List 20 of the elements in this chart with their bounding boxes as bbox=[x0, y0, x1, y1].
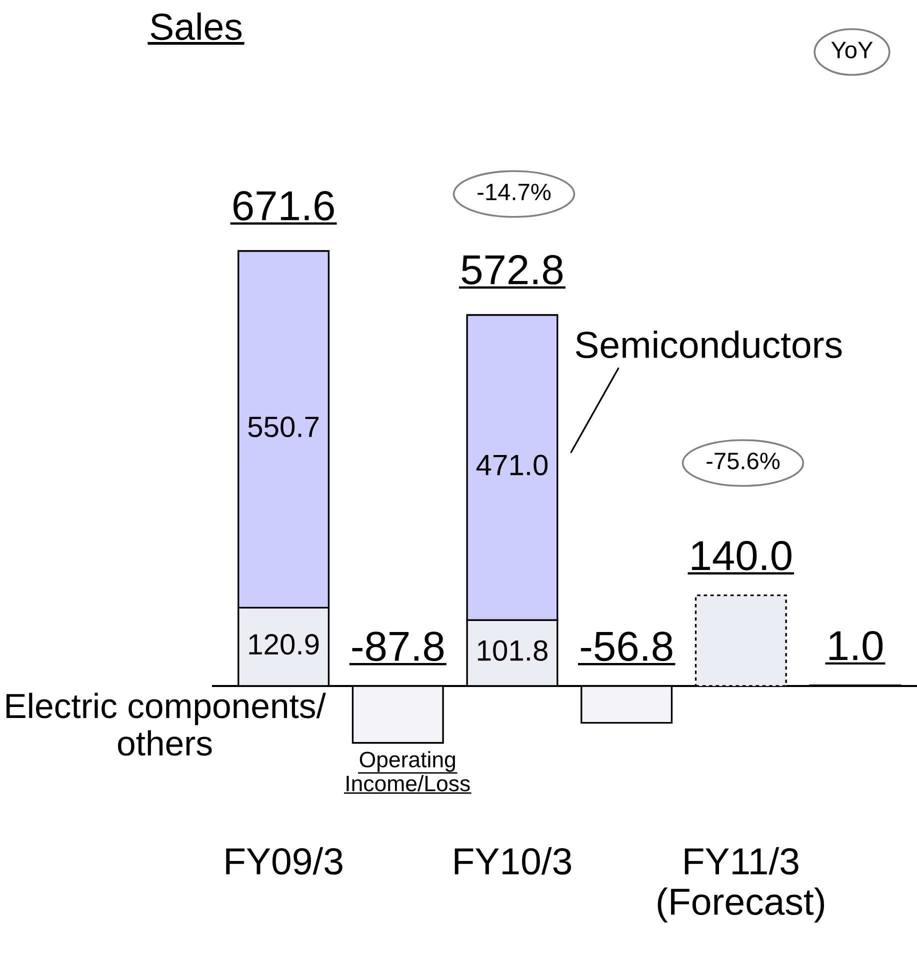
text: -14.7% bbox=[478, 184, 551, 200]
series-label: Operating Income/Loss bbox=[346, 751, 470, 792]
x-tick-label: FY11/3 (Forecast) bbox=[658, 847, 824, 922]
series-label: Electric components/ others bbox=[6, 692, 326, 756]
data-label: 120.9 bbox=[249, 634, 319, 655]
total-label: 671.6 bbox=[234, 191, 334, 221]
chart-title: Sales bbox=[150, 12, 242, 40]
data-label: 140.0 bbox=[692, 540, 792, 570]
data-label: 471.0 bbox=[476, 454, 548, 476]
text: YoY bbox=[831, 42, 873, 58]
annotation: -75.6% bbox=[706, 452, 780, 470]
series-label: Semiconductors bbox=[576, 330, 842, 358]
data-label: 101.8 bbox=[478, 640, 548, 661]
data-label: -87.8 bbox=[352, 632, 444, 662]
x-tick-label: FY10/3 bbox=[454, 847, 572, 875]
x-tick-label: FY09/3 bbox=[226, 847, 342, 875]
data-label: 550.7 bbox=[248, 416, 319, 438]
total-label: 572.8 bbox=[462, 255, 563, 285]
data-label: -56.8 bbox=[580, 632, 672, 662]
data-label: 1.0 bbox=[829, 630, 883, 660]
